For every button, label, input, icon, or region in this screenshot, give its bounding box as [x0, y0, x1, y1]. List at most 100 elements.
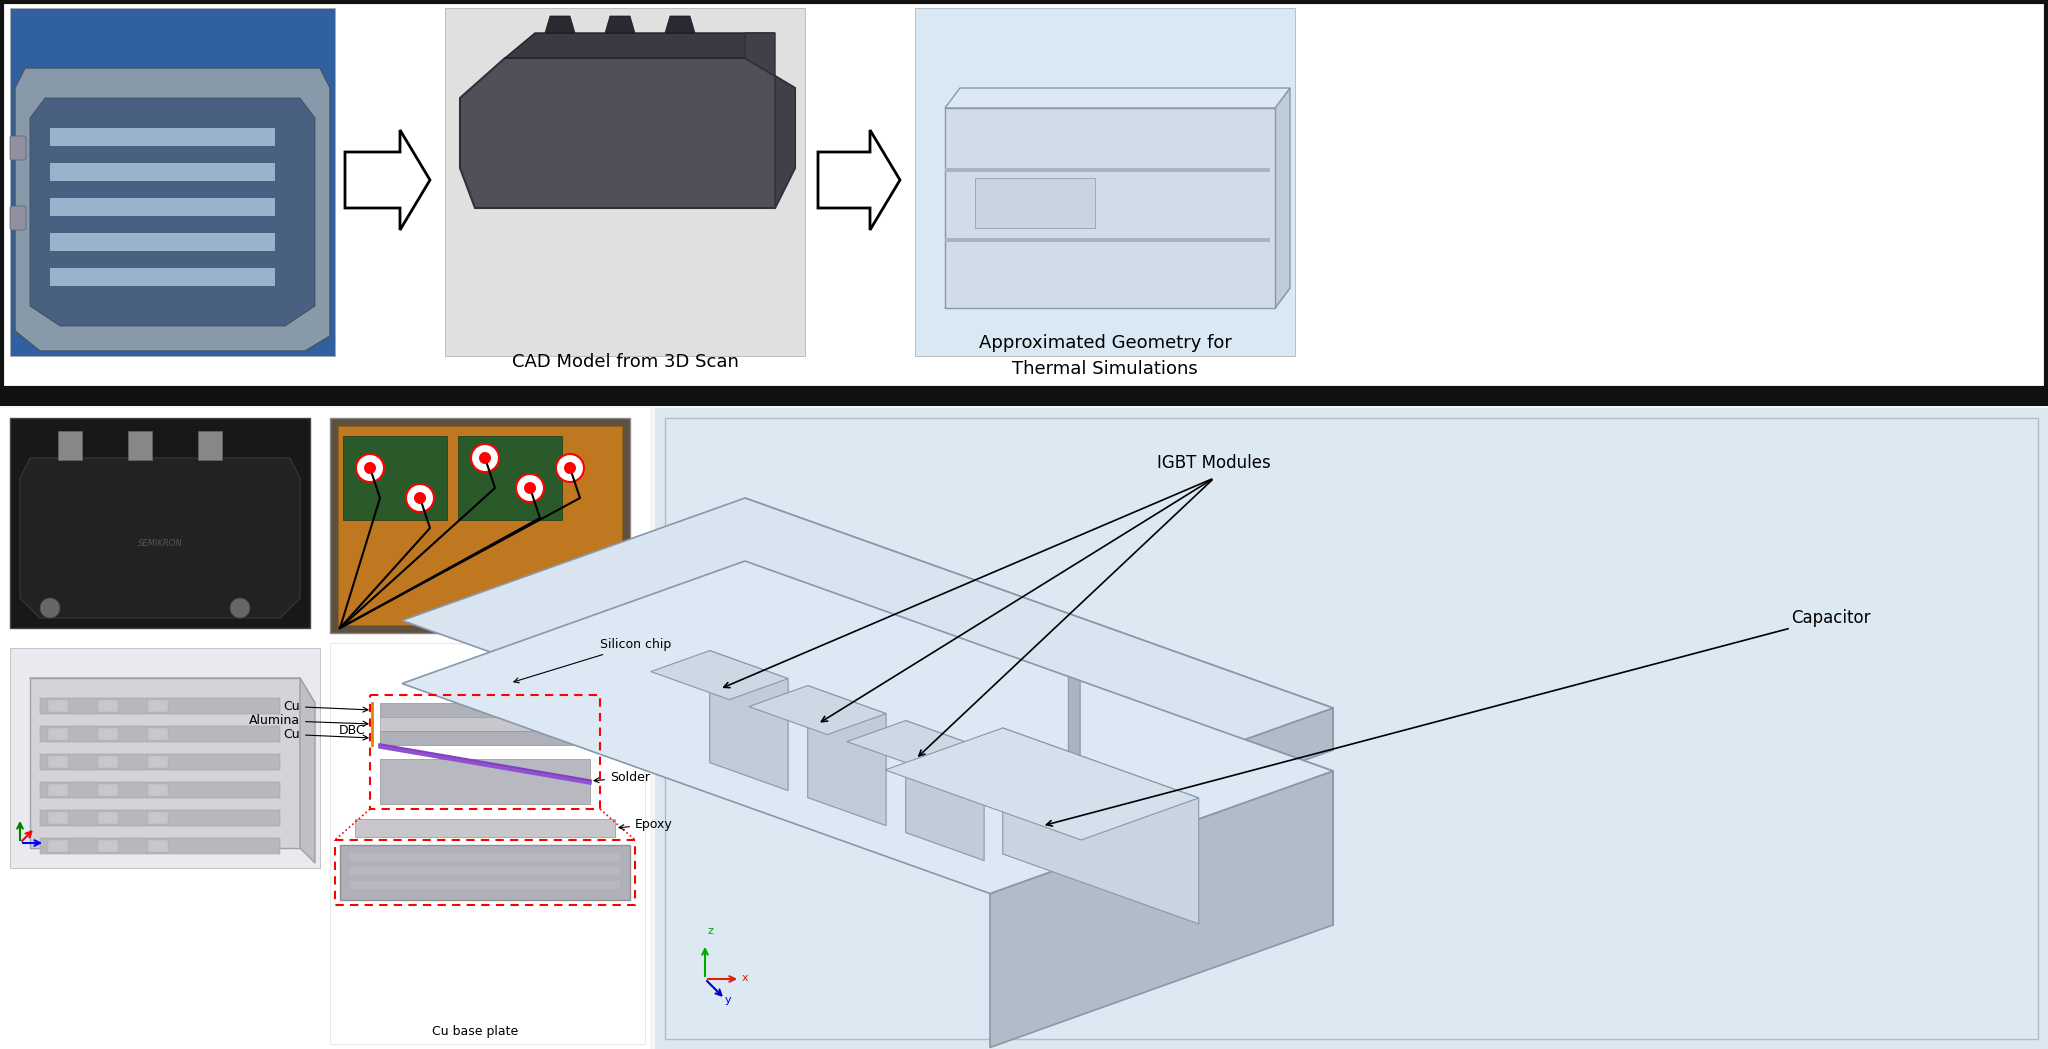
- Circle shape: [229, 598, 250, 618]
- Circle shape: [524, 481, 537, 494]
- Text: y: y: [725, 996, 731, 1005]
- FancyBboxPatch shape: [342, 436, 446, 520]
- FancyBboxPatch shape: [47, 784, 68, 796]
- Text: IGBT Modules: IGBT Modules: [1157, 454, 1272, 472]
- Text: DBC: DBC: [338, 725, 365, 737]
- FancyBboxPatch shape: [975, 178, 1096, 228]
- Text: Solder: Solder: [594, 771, 649, 784]
- FancyBboxPatch shape: [451, 683, 569, 698]
- Polygon shape: [20, 458, 299, 618]
- FancyBboxPatch shape: [41, 726, 281, 742]
- FancyBboxPatch shape: [98, 784, 119, 796]
- Polygon shape: [745, 33, 795, 208]
- Text: Approximated Geometry for: Approximated Geometry for: [979, 334, 1231, 352]
- FancyBboxPatch shape: [10, 136, 27, 160]
- FancyBboxPatch shape: [41, 810, 281, 826]
- Circle shape: [365, 462, 377, 474]
- Polygon shape: [745, 498, 1333, 750]
- FancyBboxPatch shape: [98, 700, 119, 712]
- FancyBboxPatch shape: [47, 756, 68, 768]
- FancyBboxPatch shape: [666, 418, 2038, 1039]
- FancyBboxPatch shape: [49, 233, 274, 251]
- Circle shape: [406, 484, 434, 512]
- FancyBboxPatch shape: [199, 431, 221, 461]
- Polygon shape: [989, 771, 1333, 1048]
- FancyBboxPatch shape: [41, 698, 281, 714]
- Polygon shape: [944, 288, 1290, 308]
- FancyBboxPatch shape: [944, 168, 1270, 172]
- Polygon shape: [31, 678, 299, 848]
- FancyBboxPatch shape: [57, 431, 82, 461]
- Polygon shape: [1069, 677, 1079, 835]
- Polygon shape: [666, 16, 694, 33]
- Polygon shape: [1004, 728, 1198, 924]
- Text: Thermal Simulations: Thermal Simulations: [1012, 360, 1198, 378]
- Circle shape: [555, 454, 584, 481]
- Text: z: z: [707, 926, 713, 936]
- FancyBboxPatch shape: [2, 2, 2046, 388]
- Polygon shape: [14, 68, 330, 351]
- FancyBboxPatch shape: [10, 206, 27, 230]
- FancyBboxPatch shape: [41, 754, 281, 770]
- Text: Cu base plate: Cu base plate: [432, 1025, 518, 1037]
- FancyBboxPatch shape: [147, 840, 168, 852]
- FancyBboxPatch shape: [381, 731, 590, 745]
- FancyBboxPatch shape: [49, 163, 274, 181]
- Text: Alumina: Alumina: [250, 714, 369, 727]
- Text: Cu: Cu: [283, 700, 369, 713]
- Circle shape: [414, 492, 426, 504]
- FancyBboxPatch shape: [0, 408, 649, 1049]
- Text: x: x: [741, 973, 750, 983]
- FancyBboxPatch shape: [98, 812, 119, 825]
- FancyBboxPatch shape: [944, 238, 1270, 242]
- FancyBboxPatch shape: [350, 868, 621, 875]
- FancyBboxPatch shape: [98, 840, 119, 852]
- Text: Capacitor: Capacitor: [1790, 609, 1870, 627]
- FancyBboxPatch shape: [340, 845, 631, 900]
- FancyBboxPatch shape: [381, 718, 590, 731]
- FancyBboxPatch shape: [330, 418, 631, 633]
- FancyBboxPatch shape: [49, 198, 274, 216]
- Polygon shape: [1276, 88, 1290, 308]
- Circle shape: [356, 454, 385, 481]
- Polygon shape: [31, 98, 315, 326]
- Polygon shape: [885, 728, 1198, 840]
- Polygon shape: [807, 686, 887, 826]
- FancyBboxPatch shape: [47, 812, 68, 825]
- Text: Silicon chip: Silicon chip: [514, 638, 672, 683]
- Polygon shape: [989, 708, 1333, 873]
- FancyBboxPatch shape: [0, 388, 2048, 406]
- Text: SEMIKRON: SEMIKRON: [137, 538, 182, 548]
- Polygon shape: [461, 58, 795, 208]
- FancyBboxPatch shape: [381, 703, 590, 718]
- FancyBboxPatch shape: [41, 782, 281, 798]
- Polygon shape: [817, 130, 899, 230]
- FancyBboxPatch shape: [147, 812, 168, 825]
- Polygon shape: [506, 33, 774, 58]
- Text: CAD Model from 3D Scan: CAD Model from 3D Scan: [512, 354, 739, 371]
- Polygon shape: [944, 88, 1290, 108]
- FancyBboxPatch shape: [10, 648, 319, 868]
- Polygon shape: [651, 650, 788, 700]
- FancyBboxPatch shape: [47, 728, 68, 740]
- FancyBboxPatch shape: [330, 643, 645, 1044]
- Polygon shape: [711, 650, 788, 791]
- FancyBboxPatch shape: [655, 408, 2048, 1049]
- Circle shape: [479, 452, 492, 464]
- FancyBboxPatch shape: [147, 728, 168, 740]
- FancyBboxPatch shape: [381, 759, 590, 804]
- Polygon shape: [905, 721, 985, 860]
- FancyBboxPatch shape: [49, 267, 274, 286]
- FancyBboxPatch shape: [338, 426, 623, 625]
- FancyBboxPatch shape: [10, 418, 309, 628]
- FancyBboxPatch shape: [147, 700, 168, 712]
- Polygon shape: [604, 16, 635, 33]
- FancyBboxPatch shape: [147, 756, 168, 768]
- Text: Cu: Cu: [283, 728, 369, 741]
- Polygon shape: [545, 16, 575, 33]
- FancyBboxPatch shape: [10, 8, 336, 356]
- FancyBboxPatch shape: [47, 840, 68, 852]
- FancyBboxPatch shape: [98, 756, 119, 768]
- FancyBboxPatch shape: [354, 819, 614, 837]
- Text: Epoxy: Epoxy: [618, 818, 672, 831]
